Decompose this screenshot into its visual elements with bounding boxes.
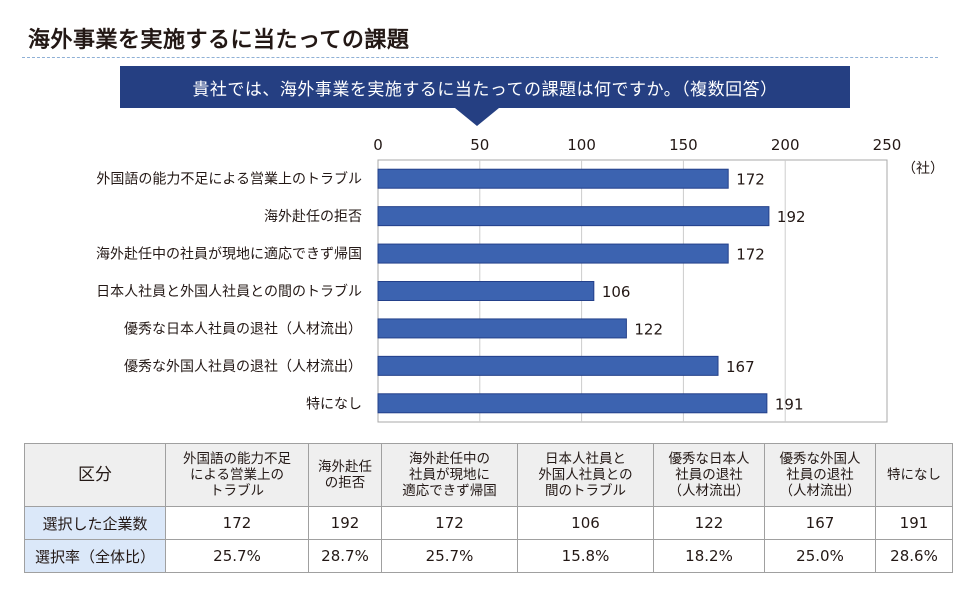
table-row: 選択率（全体比） 25.7% 28.7% 25.7% 15.8% 18.2% 25.0% 28… — [24, 539, 953, 573]
column-header-line: 社員が現地に — [409, 467, 490, 483]
bar-chart: 0 50 100 150 200 250 外国語の能力不足による営業上のトラブル海外赴任の… — [96, 136, 944, 423]
bar-value-label: 192 — [777, 208, 806, 226]
bar — [377, 243, 729, 264]
table-column-header: 日本人社員と 外国人社員との 間のトラブル — [517, 443, 654, 507]
category-label: 海外赴任の拒否 — [264, 209, 362, 225]
table-cell: 122 — [653, 506, 765, 540]
table-row: 選択した企業数 172 192 172 106 122 167 191 — [24, 506, 953, 540]
table-cell: 15.8% — [517, 539, 654, 573]
column-header-line: 社員の退社 — [786, 467, 854, 483]
column-header-line: 特になし — [887, 467, 941, 483]
table-cell: 28.6% — [875, 539, 953, 573]
table-cell: 106 — [517, 506, 654, 540]
bar-value-label: 172 — [736, 246, 765, 264]
title-divider — [22, 57, 938, 58]
table-cell: 25.7% — [165, 539, 309, 573]
x-tick-label: 150 — [669, 136, 698, 154]
x-tick-label: 0 — [373, 136, 383, 154]
table-cell: 25.7% — [381, 539, 518, 573]
x-tick-label: 250 — [873, 136, 902, 154]
category-label: 優秀な日本人社員の退社（人材流出） — [124, 321, 362, 337]
bar-value-label: 172 — [736, 171, 765, 189]
x-tick-label: 50 — [470, 136, 489, 154]
table-cell: 28.7% — [308, 539, 382, 573]
category-labels: 外国語の能力不足による営業上のトラブル海外赴任の拒否海外赴任中の社員が現地に適応… — [96, 171, 362, 413]
bar-value-label: 167 — [726, 358, 755, 376]
x-tick-label: 100 — [567, 136, 596, 154]
summary-table: 区分 外国語の能力不足 による営業上の トラブル 海外赴任 の拒否 海外赴任中の 社員が現地… — [24, 443, 953, 573]
column-header-line: 優秀な外国人 — [779, 451, 861, 467]
column-header-line: （人材流出） — [779, 483, 861, 499]
callout-pointer — [455, 108, 499, 126]
table-column-header: 外国語の能力不足 による営業上の トラブル — [165, 443, 309, 507]
column-header-line: の拒否 — [324, 475, 366, 491]
row-label: 選択率（全体比） — [24, 539, 166, 573]
table-cell: 18.2% — [653, 539, 765, 573]
row-label: 選択した企業数 — [24, 506, 166, 540]
table-cell: 172 — [381, 506, 518, 540]
bar-value-label: 106 — [602, 283, 631, 301]
bar — [377, 355, 719, 376]
bar-value-label: 122 — [634, 320, 663, 338]
table-column-header: 海外赴任 の拒否 — [308, 443, 382, 507]
category-label: 日本人社員と外国人社員との間のトラブル — [96, 283, 362, 300]
bars — [377, 168, 770, 414]
bar — [377, 206, 770, 227]
column-header-line: （人材流出） — [668, 483, 750, 499]
column-header-line: による営業上の — [189, 467, 285, 483]
category-label: 特になし — [306, 396, 362, 412]
x-axis-ticks: 0 50 100 150 200 250 — [373, 136, 901, 154]
table-column-header: 優秀な外国人 社員の退社 （人材流出） — [764, 443, 876, 507]
table-column-header: 優秀な日本人 社員の退社 （人材流出） — [653, 443, 765, 507]
column-header-line: 間のトラブル — [545, 483, 626, 499]
question-callout: 貴社では、海外事業を実施するに当たっての課題は何ですか。（複数回答） — [120, 66, 850, 108]
question-text: 貴社では、海外事業を実施するに当たっての課題は何ですか。（複数回答） — [192, 79, 778, 100]
category-label: 優秀な外国人社員の退社（人材流出） — [124, 359, 362, 375]
table-cell: 25.0% — [764, 539, 876, 573]
unit-label: （社） — [902, 161, 944, 177]
column-header-line: トラブル — [210, 483, 264, 499]
table-header-row: 区分 外国語の能力不足 による営業上の トラブル 海外赴任 の拒否 海外赴任中の 社員が現地… — [24, 443, 953, 507]
bar — [377, 281, 595, 301]
table-cell: 167 — [764, 506, 876, 540]
table-cell: 172 — [165, 506, 309, 540]
column-header-line: 日本人社員と — [545, 451, 626, 467]
column-header-line: 適応できず帰国 — [402, 483, 497, 499]
table-cell: 191 — [875, 506, 953, 540]
column-header-line: 社員の退社 — [675, 467, 743, 483]
bar — [377, 393, 768, 414]
column-header-line: 海外赴任 — [318, 459, 372, 475]
column-header-line: 優秀な日本人 — [668, 451, 750, 467]
gridlines — [377, 159, 888, 423]
column-header-line: 外国人社員との — [538, 467, 633, 483]
table-corner-header: 区分 — [24, 443, 166, 507]
table-body: 選択した企業数 172 192 172 106 122 167 191 選択率（全体比） 25.7… — [24, 506, 953, 573]
bar-value-label: 191 — [775, 395, 804, 413]
bar — [377, 318, 627, 339]
category-label: 外国語の能力不足による営業上のトラブル — [96, 171, 362, 188]
table-column-header: 特になし — [875, 443, 953, 507]
table-cell: 192 — [308, 506, 382, 540]
category-label: 海外赴任中の社員が現地に適応できず帰国 — [96, 246, 362, 263]
x-tick-label: 200 — [771, 136, 800, 154]
table-column-header: 海外赴任中の 社員が現地に 適応できず帰国 — [381, 443, 518, 507]
column-header-line: 海外赴任中の — [409, 451, 490, 467]
value-labels: 172 192 172 106 122 167 191 — [602, 171, 806, 414]
column-header-line: 外国語の能力不足 — [183, 451, 291, 467]
bar — [377, 168, 729, 189]
page-title: 海外事業を実施するに当たっての課題 — [28, 28, 410, 53]
